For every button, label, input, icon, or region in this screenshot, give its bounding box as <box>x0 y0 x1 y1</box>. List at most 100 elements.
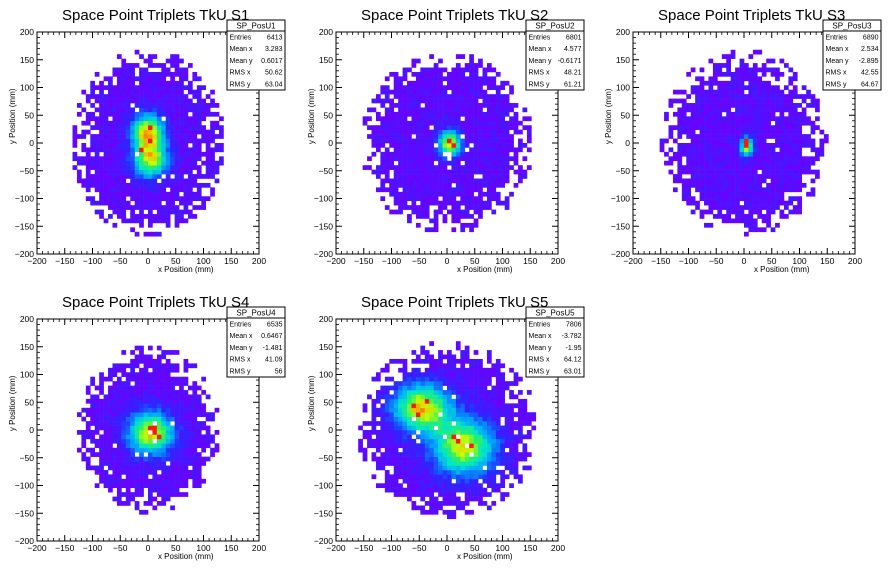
heatmap-cell <box>761 116 767 122</box>
heatmap-cell <box>99 120 104 126</box>
heatmap-cell <box>183 381 189 386</box>
heatmap-cell <box>433 191 439 197</box>
heatmap-cell <box>415 85 421 91</box>
heatmap-cell <box>433 443 439 449</box>
heatmap-cell <box>393 403 399 409</box>
heatmap-cell <box>398 443 403 449</box>
heatmap-cell <box>420 200 426 206</box>
heatmap-cell <box>170 416 175 422</box>
heatmap-cell <box>447 514 452 520</box>
heatmap-cell <box>170 151 175 157</box>
heatmap-cell <box>730 71 736 77</box>
heatmap-cell <box>81 182 87 188</box>
heatmap-cell <box>179 178 184 184</box>
heatmap-cell <box>130 174 135 179</box>
heatmap-cell <box>415 403 421 409</box>
heatmap-cell <box>165 456 171 462</box>
heatmap-cell <box>139 412 144 417</box>
heatmap-cell <box>664 116 669 122</box>
heatmap-cell <box>455 407 461 413</box>
heatmap-cell <box>735 200 740 206</box>
heatmap-cell <box>491 165 497 170</box>
heatmap-cell <box>143 76 149 82</box>
heatmap-cell <box>478 196 483 202</box>
heatmap-cell <box>179 452 184 457</box>
heatmap-cell <box>187 438 193 444</box>
heatmap-cell <box>393 125 399 130</box>
heatmap-cell <box>810 138 816 144</box>
heatmap-cell <box>455 120 461 126</box>
heatmap-cell <box>148 465 153 471</box>
heatmap-cell <box>210 160 215 166</box>
heatmap-cell <box>815 125 820 130</box>
heatmap-cell <box>108 111 113 117</box>
heatmap-cell <box>420 214 426 219</box>
x-axis-label: x Position (mm) <box>754 265 810 274</box>
heatmap-cell <box>130 85 135 91</box>
x-tick-label: 50 <box>171 543 181 553</box>
heatmap-cell <box>174 363 180 369</box>
heatmap-cell <box>411 398 417 404</box>
heatmap-cell <box>174 421 180 426</box>
heatmap-cell <box>792 174 798 179</box>
heatmap-cell <box>183 430 189 435</box>
heatmap-cell <box>108 191 113 197</box>
heatmap-cell <box>522 125 528 130</box>
heatmap-cell <box>125 492 131 497</box>
heatmap-cell <box>398 120 403 126</box>
heatmap-cell <box>179 94 184 99</box>
heatmap-cell <box>495 111 501 117</box>
chart-title: Space Point Triplets TkU S1 <box>62 7 249 24</box>
heatmap-cell <box>491 134 497 139</box>
heatmap-cell <box>411 403 417 409</box>
heatmap-cell <box>415 116 421 122</box>
heatmap-cell <box>407 182 412 188</box>
heatmap-cell <box>424 94 430 99</box>
heatmap-cell <box>433 125 439 130</box>
heatmap-cell <box>148 231 153 237</box>
heatmap-cell <box>76 103 82 108</box>
heatmap-cell <box>420 89 426 95</box>
heatmap-cell <box>478 143 483 148</box>
heatmap-cell <box>735 125 740 130</box>
heatmap-cell <box>192 443 198 449</box>
heatmap-cell <box>438 416 443 422</box>
heatmap-cell <box>797 129 803 135</box>
heatmap-cell <box>460 403 466 409</box>
heatmap-cell <box>134 89 140 95</box>
heatmap-cell <box>518 147 523 153</box>
heatmap-cell <box>424 151 430 157</box>
heatmap-cell <box>721 218 727 224</box>
heatmap-cell <box>125 372 131 378</box>
heatmap-cell <box>116 187 122 193</box>
heatmap-cell <box>469 174 474 179</box>
heatmap-cell <box>486 174 492 179</box>
heatmap-cell <box>125 381 131 386</box>
heatmap-cell <box>134 390 140 395</box>
heatmap-cell <box>792 71 798 77</box>
heatmap-cell <box>152 156 158 162</box>
heatmap-cell <box>726 58 731 64</box>
heatmap-cell <box>464 187 470 193</box>
heatmap-cell <box>407 376 412 382</box>
heatmap-cell <box>90 200 96 206</box>
heatmap-cell <box>407 156 412 162</box>
heatmap-cell <box>717 178 723 184</box>
heatmap-cell <box>744 143 749 148</box>
heatmap-cell <box>192 407 198 413</box>
heatmap-cell <box>455 505 461 511</box>
heatmap-cell <box>704 80 709 86</box>
heatmap-cell <box>152 430 158 435</box>
heatmap-cell <box>429 461 434 466</box>
heatmap-cell <box>148 116 153 122</box>
heatmap-cell <box>143 407 149 413</box>
heatmap-cell <box>174 151 180 157</box>
heatmap-cell <box>447 116 452 122</box>
heatmap-cell <box>179 89 184 95</box>
heatmap-cell <box>779 209 785 215</box>
heatmap-cell <box>170 111 175 117</box>
heatmap-cell <box>152 487 158 493</box>
heatmap-cell <box>695 89 700 95</box>
heatmap-cell <box>165 390 171 395</box>
heatmap-cell <box>183 452 189 457</box>
